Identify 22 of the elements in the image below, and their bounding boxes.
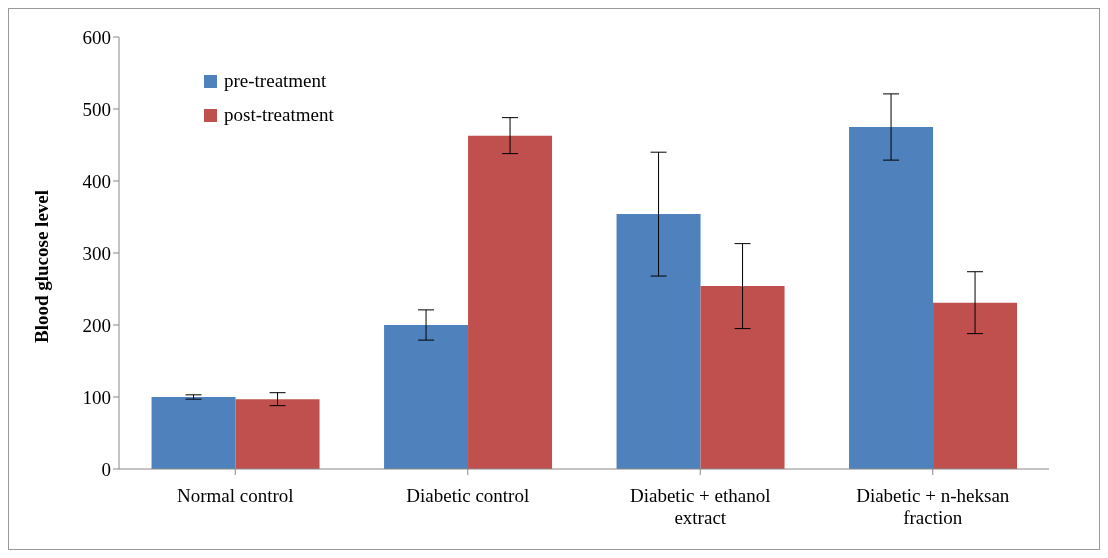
bar — [616, 214, 701, 469]
bar — [849, 127, 934, 469]
bar — [235, 399, 320, 469]
y-tick-label: 600 — [82, 26, 111, 48]
y-tick-label: 300 — [82, 242, 111, 264]
bar — [384, 325, 469, 469]
bar — [933, 302, 1018, 469]
legend-label: pre-treatment — [224, 69, 327, 93]
x-tick-label: Normal control — [176, 485, 294, 507]
y-tick-label: 100 — [82, 386, 111, 408]
bar — [468, 135, 553, 469]
y-tick-label: 0 — [101, 458, 111, 480]
x-tick-label: Diabetic + n-heksan fraction — [856, 485, 1010, 528]
bar — [151, 397, 236, 469]
x-tick-label: Diabetic + ethanol extract — [630, 485, 771, 528]
y-tick-label: 200 — [82, 314, 111, 336]
bar — [700, 286, 785, 469]
legend-label: post-treatment — [224, 103, 334, 127]
y-tick-label: 400 — [82, 170, 111, 192]
x-tick-label: Diabetic control — [406, 485, 530, 507]
y-tick-label: 500 — [82, 98, 111, 120]
y-axis-title: Blood glucose level — [30, 189, 52, 343]
